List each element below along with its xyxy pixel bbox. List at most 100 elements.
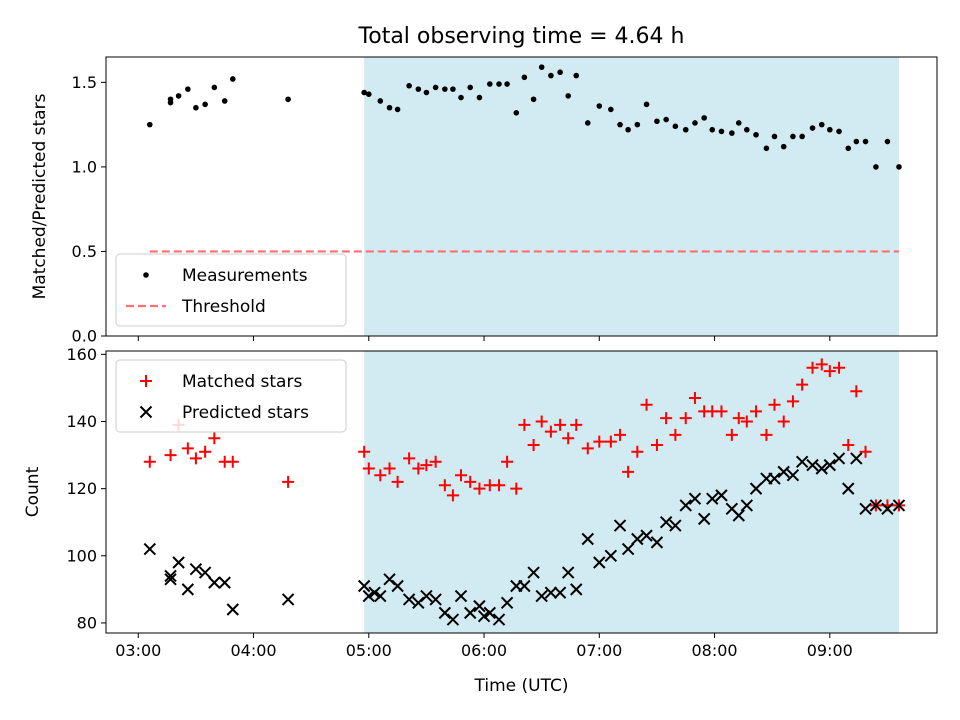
predicted-stars-point [604,549,618,562]
matched-stars-point [777,415,790,428]
y-tick-label: 160 [66,345,97,364]
ratio-legend: Measurements Threshold [115,253,347,327]
matched-stars-point [570,418,583,431]
y-tick-label: 80 [77,613,97,632]
matched-stars-point [554,418,567,431]
predicted-stars-point [544,586,558,599]
predicted-stars-point [777,465,790,479]
measurements-point [790,133,796,140]
matched-stars-point [833,361,846,374]
measurements-point [862,138,869,145]
threshold-legend-label: Threshold [181,297,266,317]
predicted-stars-point [697,512,711,526]
matched-stars-point [760,428,773,441]
predicted-stars-point [189,563,203,576]
predicted-stars-point [500,596,514,609]
matched-stars-point [473,482,486,495]
predicted-stars-point [795,455,809,468]
measurements-legend-swatch [143,272,149,278]
y-tick-label: 140 [66,412,97,431]
measurements-point [361,89,367,96]
legend-box [115,253,347,327]
predicted-stars-point [570,583,583,596]
matched-stars-point [750,405,763,418]
ratio-panel-frame [105,56,938,337]
matched-stars-point [725,428,738,441]
y-tick-label: 120 [66,479,97,498]
matched-stars-point [189,452,202,465]
measurements-point [584,120,591,126]
measurements-point [285,96,291,103]
predicted-stars-point [669,519,682,532]
matched-stars-point [622,465,635,478]
predicted-stars-legend-label: Predicted stars [182,403,309,423]
matched-stars-point [669,428,682,441]
measurements-point [709,126,716,133]
matched-stars-legend-label: Matched stars [182,372,302,392]
predicted-stars-point [477,610,491,623]
matched-stars-point [562,432,575,445]
measurements-point [818,121,825,128]
predicted-stars-point [208,576,221,589]
predicted-stars-point [679,499,692,512]
matched-stars-point [815,358,828,371]
matched-stars-point [581,442,594,455]
measurements-point [692,120,698,126]
predicted-stars-point [621,542,635,556]
matched-stars-point [740,415,753,428]
matched-stars-point [535,415,548,428]
measurements-point [763,145,770,152]
matched-stars-point [226,455,239,468]
measurements-point [487,81,493,87]
count-y-axis-label: Count [23,466,43,517]
predicted-stars-point [535,589,548,603]
matched-stars-point [143,455,156,468]
predicted-stars-point [815,462,828,475]
measurements-point [663,116,669,123]
measurements-point [799,133,805,140]
measurements-point [432,84,439,91]
measurements-point [521,74,528,81]
measurements-point [896,164,902,170]
measurements-point [146,121,153,128]
predicted-stars-point [164,573,177,586]
predicted-stars-point [881,502,894,515]
matched-stars-point [650,439,663,451]
measurements-point [809,125,816,131]
measurements-point [467,84,474,91]
predicted-stars-point [640,529,653,542]
measurements-point [386,104,393,111]
measurements-point [608,106,614,113]
matched-stars-point [544,425,557,438]
measurements-point [450,86,456,92]
measurements-point [836,128,842,135]
predicted-stars-point [593,556,606,569]
measurements-point [771,133,778,140]
x-tick-label: 09:00 [807,641,853,660]
matched-stars-point [510,482,523,495]
predicted-stars-point [357,579,371,593]
measurements-point [617,121,623,128]
matched-stars-point [403,452,416,465]
matched-stars-point [688,392,701,404]
matched-stars-point [593,435,606,448]
predicted-stars-point [391,579,404,593]
predicted-stars-point [464,606,477,620]
matched-stars-point [374,469,387,482]
measurements-point [365,91,372,97]
predicted-stars-point [613,519,627,532]
measurements-point [643,101,650,108]
ratio-panel: 0.0 0.5 1.0 1.5 Matched/Predicted stars Mea… [30,56,938,346]
matched-stars-point [199,445,212,458]
count-panel-frame [105,350,938,634]
predicted-stars-point [164,569,177,583]
x-tick-label: 04:00 [230,641,276,660]
predicted-stars-point [581,532,594,546]
predicted-stars-point [732,509,745,522]
matched-stars-point [208,432,221,445]
matched-stars-point [640,398,653,411]
predicted-stars-point [561,566,575,579]
predicted-stars-point [869,499,883,512]
y-tick-label: 0.5 [72,242,97,261]
measurements-point [625,126,631,133]
